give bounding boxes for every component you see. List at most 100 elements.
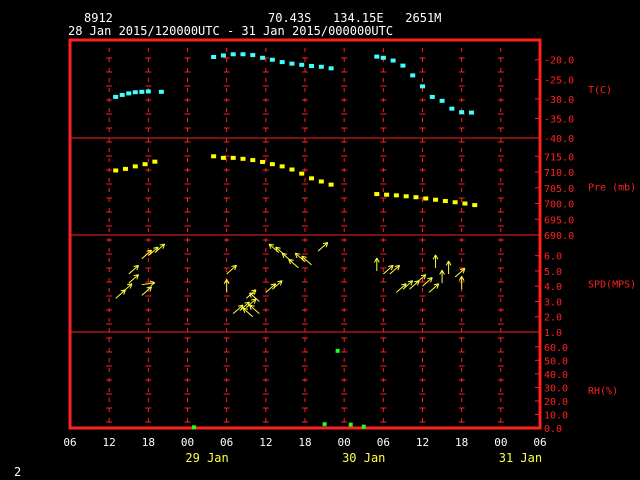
data-point-pressure [152, 159, 158, 164]
data-point-temperature [289, 61, 295, 66]
y-tick-label: 40.0 [544, 370, 568, 381]
x-tick-label: 06 [533, 436, 546, 449]
wind-arrow [249, 304, 260, 315]
data-point-temperature [132, 90, 138, 95]
data-point-temperature [380, 55, 386, 60]
data-point-temperature [410, 73, 416, 78]
data-point-temperature [468, 110, 474, 115]
wind-arrow [301, 255, 312, 266]
station-id: 8912 [84, 11, 113, 25]
y-tick-label: -40.0 [544, 134, 574, 145]
data-point-temperature [113, 94, 119, 99]
station-location: 70.43S 134.15E 2651M [268, 11, 442, 25]
data-point-pressure [260, 159, 266, 164]
data-point-pressure [211, 154, 217, 159]
wind-arrow [428, 283, 440, 293]
panel-unit-label: T(C) [588, 85, 612, 96]
data-point-pressure [250, 158, 256, 163]
data-point-relative_humidity [192, 425, 197, 430]
x-tick-label: 18 [298, 436, 311, 449]
y-tick-label: 60.0 [544, 343, 568, 354]
data-point-temperature [269, 57, 275, 62]
data-point-temperature [260, 55, 266, 60]
y-tick-label: 6.0 [544, 252, 562, 263]
x-day-label: 30 Jan [342, 451, 385, 465]
data-point-temperature [439, 98, 445, 103]
wind-arrow [288, 258, 299, 269]
wind-arrow [458, 276, 465, 290]
data-point-relative_humidity [348, 422, 353, 427]
wind-arrow [389, 264, 401, 275]
x-tick-label: 12 [259, 436, 272, 449]
data-point-temperature [145, 89, 151, 94]
data-point-temperature [429, 94, 435, 99]
wind-arrow [249, 292, 260, 302]
data-point-pressure [452, 200, 458, 205]
wind-arrow [317, 242, 329, 252]
data-point-pressure [240, 156, 246, 161]
wind-arrow [226, 264, 237, 275]
data-point-pressure [269, 162, 275, 167]
data-point-temperature [211, 55, 217, 59]
y-tick-label: 0.0 [544, 424, 562, 435]
data-point-pressure [384, 192, 390, 197]
x-tick-label: 18 [455, 436, 468, 449]
data-point-temperature [299, 62, 305, 67]
x-tick-label: 12 [103, 436, 116, 449]
data-point-pressure [318, 179, 324, 184]
x-tick-label: 00 [181, 436, 194, 449]
data-point-pressure [279, 164, 285, 169]
data-point-pressure [393, 193, 399, 198]
data-point-pressure [423, 196, 429, 201]
data-point-temperature [126, 91, 132, 96]
data-point-relative_humidity [322, 422, 327, 427]
wind-arrow [415, 274, 427, 284]
y-tick-label: 1.0 [544, 328, 562, 339]
x-day-label: 31 Jan [499, 451, 542, 465]
wind-arrow [141, 280, 156, 287]
x-day-label: 29 Jan [185, 451, 228, 465]
y-tick-label: 715.0 [544, 152, 574, 163]
data-point-pressure [220, 155, 226, 160]
data-point-pressure [299, 171, 305, 176]
wind-arrow [141, 286, 153, 296]
y-tick-label: 2.0 [544, 313, 562, 324]
wind-arrow [121, 283, 133, 293]
x-tick-label: 18 [142, 436, 155, 449]
wind-arrow [373, 257, 380, 271]
data-point-pressure [374, 192, 380, 197]
data-point-temperature [139, 89, 145, 94]
wind-arrow [245, 298, 257, 308]
x-tick-label: 00 [494, 436, 507, 449]
data-point-temperature [309, 64, 315, 68]
data-point-pressure [433, 197, 439, 202]
y-tick-label: -35.0 [544, 114, 574, 125]
data-point-pressure [132, 164, 138, 169]
data-point-pressure [328, 182, 334, 187]
data-point-pressure [413, 195, 419, 200]
panel-unit-label: RH(%) [588, 386, 618, 397]
data-point-pressure [442, 199, 448, 203]
y-tick-label: 700.0 [544, 200, 574, 211]
wind-arrow [432, 254, 439, 268]
data-point-pressure [142, 162, 148, 167]
y-tick-label: 690.0 [544, 231, 574, 242]
data-point-pressure [462, 201, 468, 206]
x-tick-label: 06 [220, 436, 233, 449]
y-tick-label: -25.0 [544, 75, 574, 86]
y-tick-label: -20.0 [544, 56, 574, 67]
chart-frame [68, 38, 542, 430]
y-tick-label: 705.0 [544, 184, 574, 195]
wind-arrow [445, 260, 452, 274]
data-point-temperature [250, 53, 256, 58]
data-point-temperature [459, 110, 465, 115]
y-tick-label: 20.0 [544, 397, 568, 408]
wind-arrow [128, 274, 139, 284]
data-point-temperature [374, 54, 380, 59]
wind-arrow [242, 307, 254, 318]
data-point-temperature [119, 92, 125, 97]
data-point-pressure [230, 155, 236, 160]
data-point-temperature [328, 66, 334, 71]
data-point-pressure [289, 167, 295, 172]
